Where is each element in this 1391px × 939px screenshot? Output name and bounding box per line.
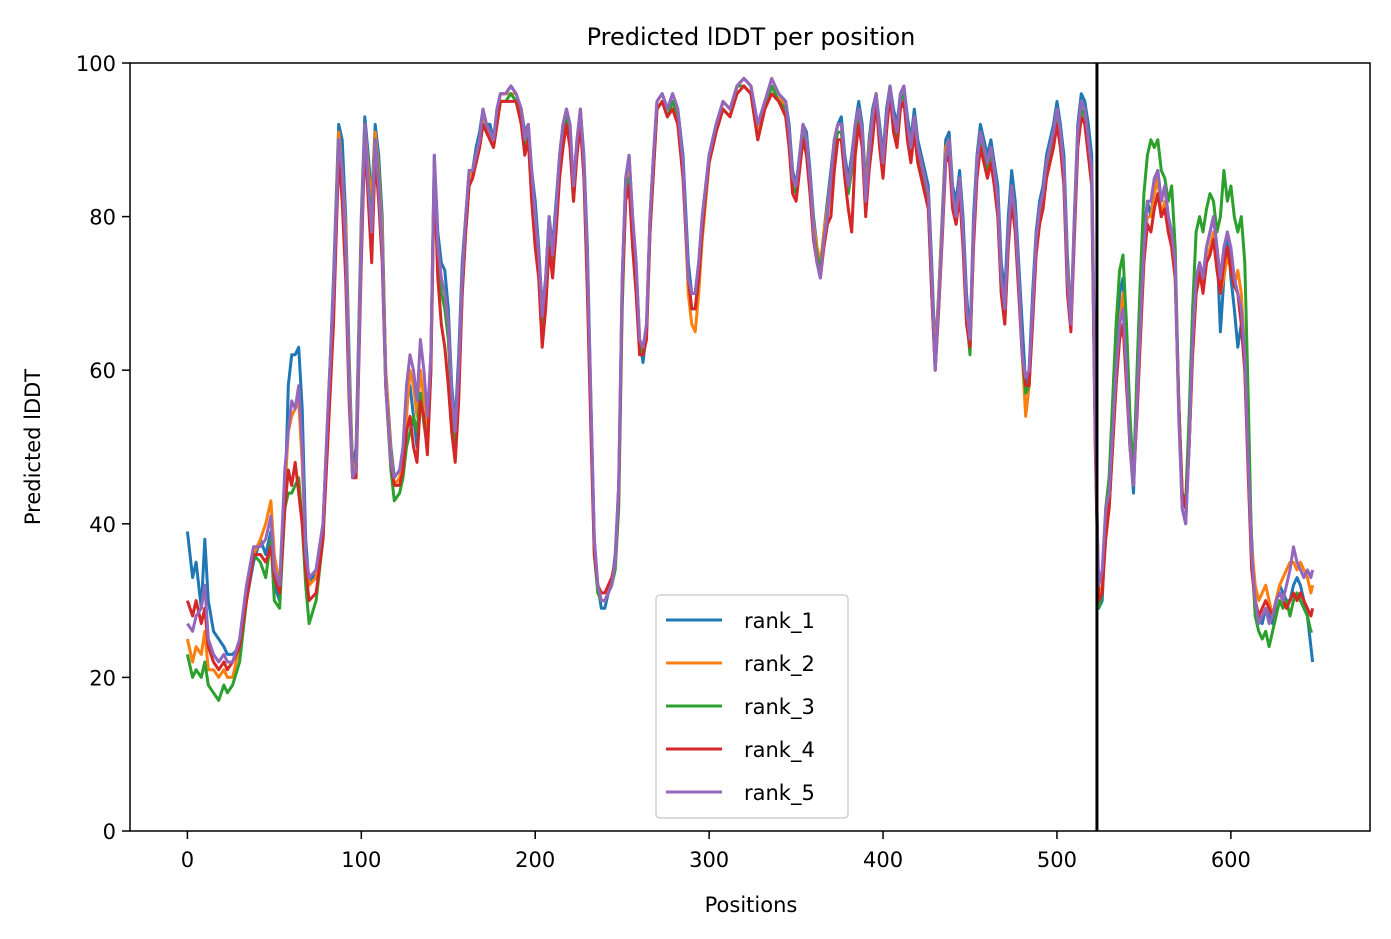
y-tick-label: 40 (89, 513, 116, 537)
legend-label: rank_2 (744, 652, 815, 677)
y-axis: 0 20 40 60 80 100 (76, 52, 130, 844)
x-tick-label: 200 (515, 848, 555, 872)
x-axis-label: Positions (705, 893, 798, 917)
x-tick-label: 600 (1211, 848, 1251, 872)
y-tick-label: 60 (89, 359, 116, 383)
y-tick-label: 20 (89, 666, 116, 690)
legend-label: rank_5 (744, 781, 815, 806)
legend-label: rank_3 (744, 695, 815, 720)
chart-title: Predicted lDDT per position (587, 23, 916, 51)
x-tick-label: 500 (1037, 848, 1077, 872)
legend: rank_1 rank_2 rank_3 rank_4 rank_5 (655, 594, 849, 819)
y-tick-label: 0 (103, 820, 116, 844)
legend-label: rank_4 (744, 738, 815, 763)
legend-box (655, 594, 849, 819)
series-line-rank_1 (185, 76, 1315, 663)
x-axis: 0 100 200 300 400 500 600 (181, 831, 1251, 872)
x-tick-label: 0 (181, 848, 194, 872)
axes-frame (129, 62, 1371, 832)
x-tick-label: 100 (341, 848, 381, 872)
y-tick-label: 80 (89, 206, 116, 230)
x-tick-label: 300 (689, 848, 729, 872)
x-tick-label: 400 (863, 848, 903, 872)
series-line-rank_5 (186, 76, 1315, 664)
y-axis-label: Predicted lDDT (21, 369, 45, 525)
legend-label: rank_1 (744, 609, 815, 634)
y-tick-label: 100 (76, 52, 116, 76)
plot-area (185, 63, 1315, 831)
